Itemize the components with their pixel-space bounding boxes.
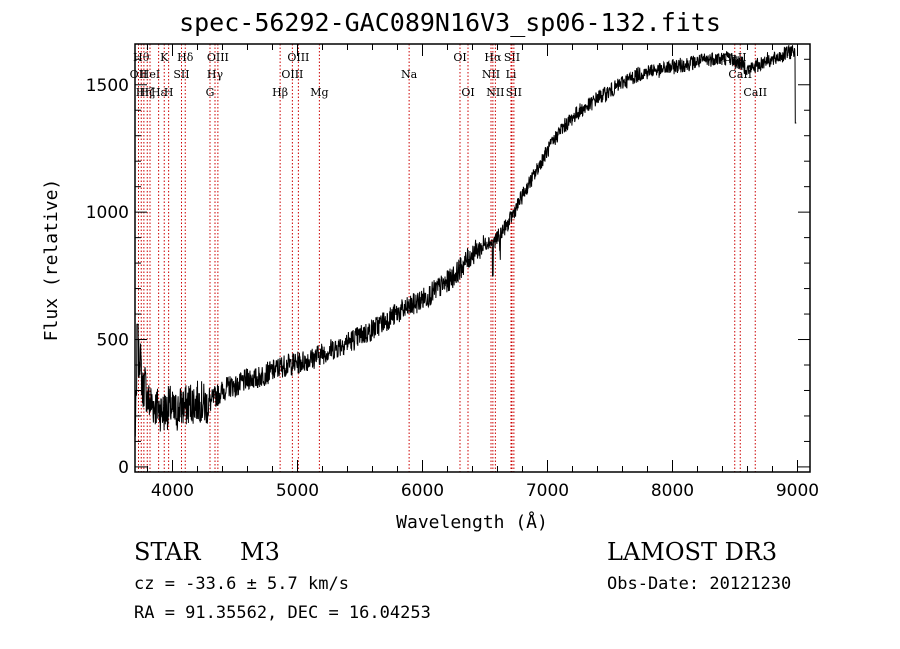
spectrum-plot xyxy=(134,45,797,437)
x-tick-label-1: 5000 xyxy=(276,481,319,501)
line-label-1: Hθ xyxy=(133,51,150,64)
line-label-24: SII xyxy=(504,51,520,64)
x-tick-label-3: 7000 xyxy=(526,481,569,501)
line-label-3: Hζ xyxy=(139,86,155,99)
object-subclass: M3 xyxy=(240,538,280,566)
x-tick-label-2: 6000 xyxy=(401,481,444,501)
observation-date: Obs-Date: 20121230 xyxy=(607,574,792,594)
line-label-8: SII xyxy=(173,68,189,81)
line-label-25: SII xyxy=(506,86,522,99)
line-label-4: HeI xyxy=(140,68,160,81)
line-label-19: OI xyxy=(461,86,474,99)
line-label-14: OIII xyxy=(281,68,303,81)
line-label-2: Hη xyxy=(136,86,152,99)
line-label-5: Hε xyxy=(151,86,167,99)
x-tick-label-5: 9000 xyxy=(776,481,819,501)
line-label-9: Hδ xyxy=(177,51,194,64)
x-axis-label: Wavelength (Å) xyxy=(396,511,548,533)
line-label-12: OIII xyxy=(207,51,229,64)
y-tick-label-2: 1000 xyxy=(86,203,129,223)
chart-title: spec-56292-GAC089N16V3_sp06-132.fits xyxy=(179,8,721,37)
line-label-16: Mg xyxy=(310,86,328,99)
line-label-20: NII xyxy=(482,68,500,81)
spectrum-line xyxy=(134,45,797,437)
coordinates: RA = 91.35562, DEC = 16.04253 xyxy=(134,603,431,623)
line-label-11: Hγ xyxy=(207,68,224,81)
y-tick-label-3: 1500 xyxy=(86,76,129,96)
line-label-22: NII xyxy=(486,86,504,99)
axis-ticks: 4000 5000 6000 7000 8000 9000 0 500 1000 1500 xyxy=(86,44,819,501)
line-label-17: Na xyxy=(401,68,418,81)
line-label-0: OII xyxy=(130,68,148,81)
y-axis-label: Flux (relative) xyxy=(41,179,62,342)
x-tick-label-4: 8000 xyxy=(651,481,694,501)
line-label-28: CaII xyxy=(743,86,767,99)
object-class: STAR xyxy=(134,538,201,566)
line-label-21: Hα xyxy=(484,51,502,64)
line-label-7: H xyxy=(164,86,174,99)
x-tick-label-0: 4000 xyxy=(151,481,194,501)
redshift-value: cz = -33.6 ± 5.7 km/s xyxy=(134,574,349,594)
survey-name: LAMOST DR3 xyxy=(607,538,778,566)
line-label-13: Hβ xyxy=(272,86,288,99)
y-tick-label-1: 500 xyxy=(97,331,129,351)
y-tick-label-0: 0 xyxy=(118,458,129,478)
line-label-10: G xyxy=(206,86,215,99)
line-label-6: K xyxy=(160,51,169,64)
line-label-15: OIII xyxy=(287,51,309,64)
line-label-18: OI xyxy=(453,51,466,64)
line-label-23: Li xyxy=(506,68,517,81)
